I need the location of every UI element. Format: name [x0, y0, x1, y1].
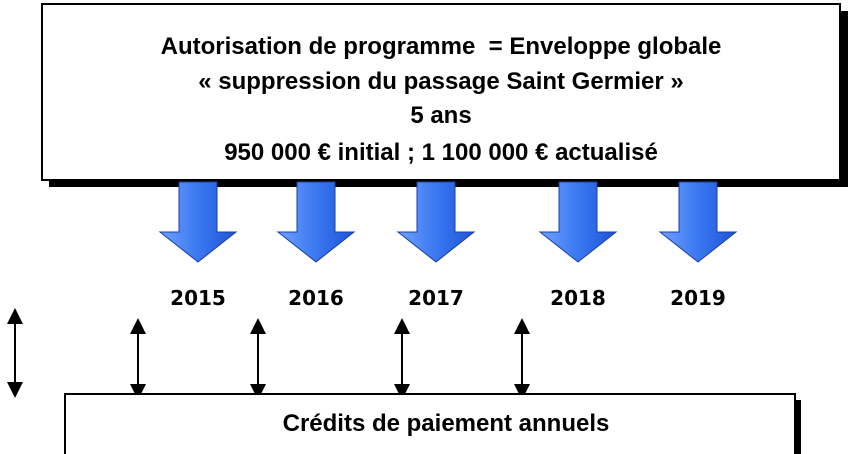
bottom-box-label: Crédits de paiement annuels	[283, 410, 610, 437]
down-arrow	[276, 181, 356, 263]
down-arrows	[158, 181, 738, 263]
year: 2015	[170, 286, 226, 310]
top-box-line: « suppression du passage Saint Germier »	[198, 68, 684, 95]
year: 2019	[670, 286, 726, 310]
top-box	[41, 3, 841, 181]
year: 2018	[550, 286, 606, 310]
year: 2017	[408, 286, 464, 310]
year: 2016	[288, 286, 344, 310]
down-arrow	[396, 181, 476, 263]
down-arrow	[538, 181, 618, 263]
top-box-line: 5 ans	[410, 102, 471, 129]
double-arrows	[7, 308, 530, 400]
down-arrow	[158, 181, 238, 263]
down-arrow	[658, 181, 738, 263]
top-box-line: 950 000 € initial ; 1 100 000 € actualis…	[224, 139, 658, 166]
years: 2015 2016 2017 2018 2019	[170, 286, 726, 310]
top-box-line: Autorisation de programme = Enveloppe gl…	[161, 33, 722, 60]
bottom-box	[64, 393, 796, 454]
